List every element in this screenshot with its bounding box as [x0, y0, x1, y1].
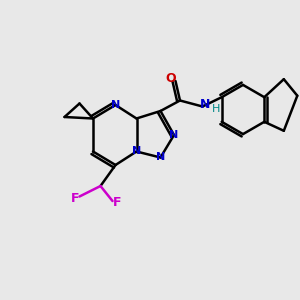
Text: H: H — [212, 104, 220, 115]
Text: F: F — [71, 191, 79, 205]
Text: N: N — [132, 146, 141, 157]
Text: N: N — [111, 100, 120, 110]
Text: N: N — [156, 152, 165, 163]
Text: O: O — [166, 71, 176, 85]
Text: N: N — [169, 130, 178, 140]
Text: N: N — [200, 98, 211, 112]
Text: F: F — [113, 196, 121, 209]
